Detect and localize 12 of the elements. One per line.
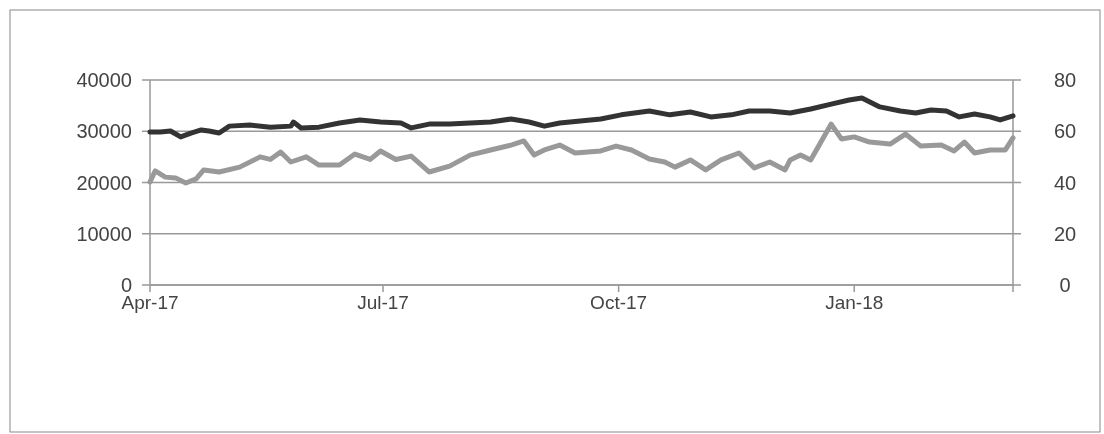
x-tick-label: Jan-18: [825, 292, 884, 313]
y2-tick-label: 80: [1053, 69, 1077, 91]
y2-tick-label: 20: [1053, 222, 1077, 245]
y2-tick-label: 40: [1053, 171, 1077, 194]
y-tick-label: 10000: [76, 222, 132, 245]
x-tick-label: Jul-17: [357, 292, 409, 313]
y-tick-label: 20000: [76, 171, 132, 194]
y2-tick-label: 0: [1059, 274, 1071, 296]
y2-tick-label: 60: [1053, 120, 1077, 143]
x-tick-label: Oct-17: [590, 292, 648, 313]
y-tick-label: 40000: [76, 69, 132, 91]
y-tick-label: 30000: [76, 120, 132, 143]
